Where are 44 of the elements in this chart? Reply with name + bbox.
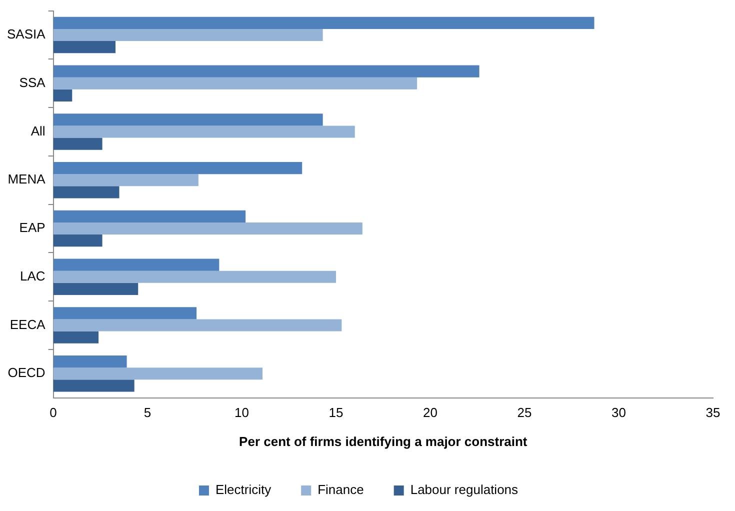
bar <box>53 282 138 296</box>
bar <box>53 331 99 344</box>
x-axis-title: Per cent of firms identifying a major constraint <box>239 434 528 449</box>
x-tick-label: 35 <box>706 405 720 420</box>
bar <box>53 16 594 29</box>
y-tick-label: LAC <box>20 268 46 284</box>
bar <box>53 138 102 150</box>
bar <box>53 368 263 380</box>
bar <box>53 234 102 247</box>
bar <box>53 41 116 54</box>
bar <box>53 114 323 126</box>
x-tick-label: 25 <box>517 405 532 420</box>
x-tick-label: 5 <box>144 405 152 420</box>
y-tick-label: All <box>30 123 46 138</box>
bar <box>53 222 362 235</box>
bar <box>53 77 418 90</box>
y-tick-label: EAP <box>19 220 46 236</box>
bar <box>53 258 220 271</box>
bar <box>53 28 323 42</box>
bar <box>53 126 355 138</box>
bar <box>53 65 480 78</box>
bar <box>53 174 198 186</box>
legend-label: Finance <box>318 482 364 498</box>
legend-label: Electricity <box>215 482 272 498</box>
x-tick-label: 20 <box>423 405 438 420</box>
bar <box>53 307 197 320</box>
y-tick-label: EECA <box>10 316 46 332</box>
bar <box>53 319 342 332</box>
bar <box>53 162 302 174</box>
bar <box>53 89 72 102</box>
bar <box>53 355 127 368</box>
y-tick-label: MENA <box>8 172 46 187</box>
x-tick-label: 15 <box>328 405 344 420</box>
y-tick-label: SASIA <box>7 26 46 42</box>
bar <box>53 270 336 283</box>
x-tick-label: 30 <box>612 405 626 420</box>
x-tick-label: 10 <box>234 405 250 420</box>
bar <box>53 210 246 222</box>
y-tick-label: SSA <box>19 74 46 90</box>
bar <box>53 186 120 198</box>
x-tick-label: 0 <box>50 405 57 420</box>
legend-label: Labour regulations <box>410 482 519 498</box>
y-tick-label: OECD <box>8 365 46 380</box>
bar <box>53 380 134 392</box>
